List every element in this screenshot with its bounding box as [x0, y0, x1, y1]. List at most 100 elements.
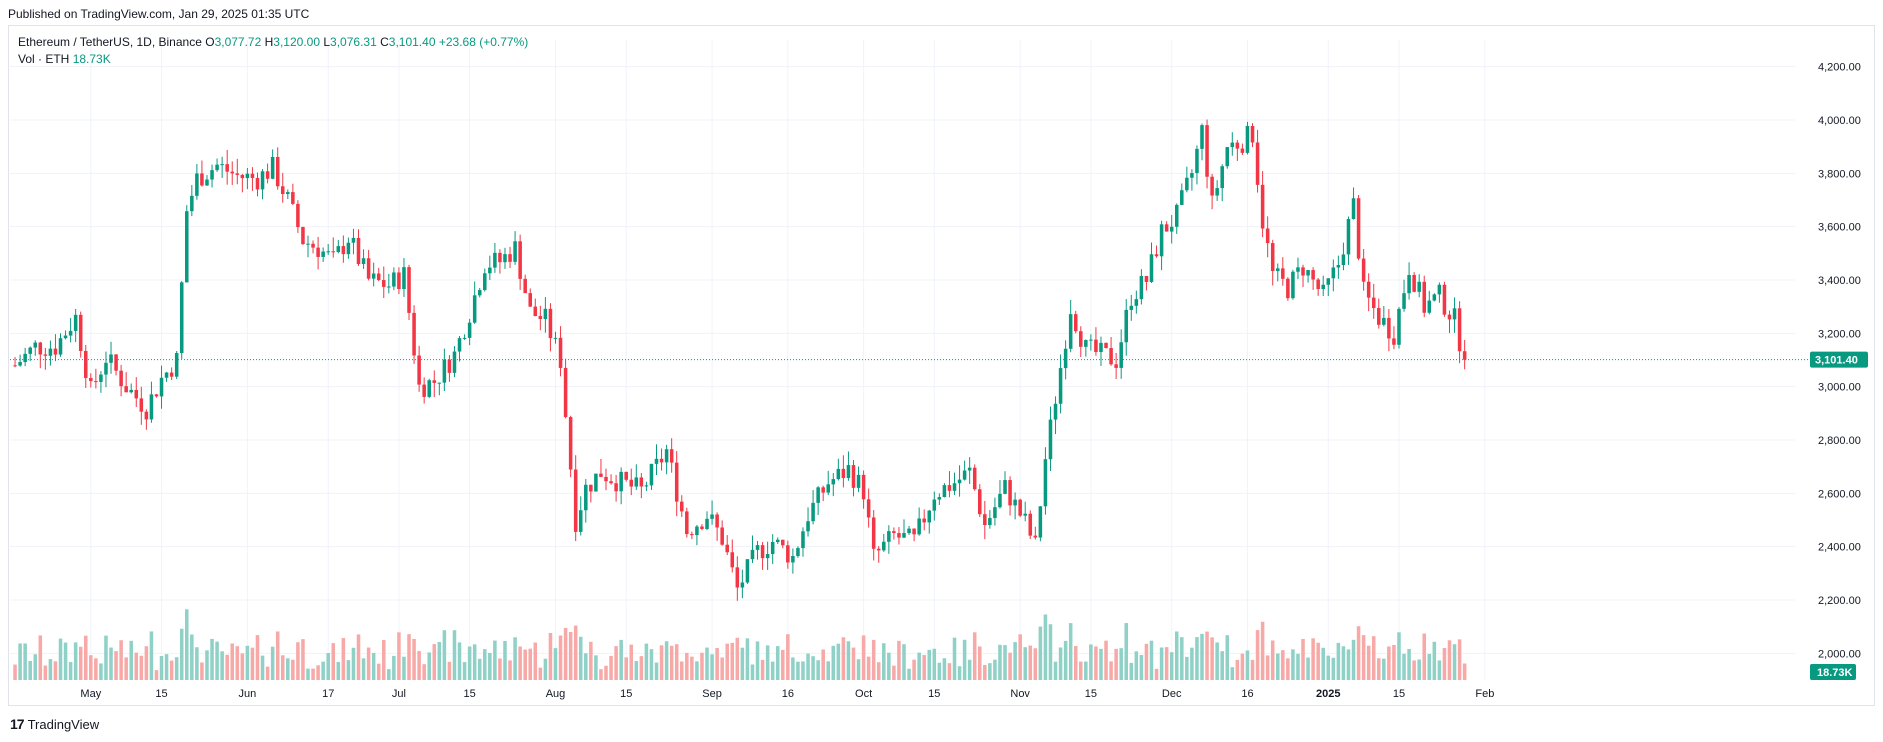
volume-bar: [296, 642, 300, 680]
volume-bar: [700, 652, 704, 680]
candle-body: [629, 479, 634, 487]
candle-body: [94, 381, 98, 383]
volume-bar: [1331, 657, 1336, 680]
volume-bar: [43, 665, 48, 680]
candle-body: [1296, 267, 1300, 272]
candle-body: [927, 510, 932, 523]
candle-body: [831, 479, 836, 485]
volume-label[interactable]: Vol · ETH: [18, 52, 70, 66]
candle-body: [548, 308, 553, 339]
candle-body: [1003, 480, 1007, 494]
candle-body: [1220, 166, 1224, 189]
candle-body: [1185, 177, 1189, 191]
candle-body: [1351, 198, 1356, 220]
candle-body: [796, 548, 800, 557]
candle-body: [730, 552, 735, 568]
candle-body: [775, 539, 780, 543]
volume-bar: [1275, 653, 1280, 680]
candle-body: [316, 247, 320, 257]
volume-bar: [1114, 648, 1118, 680]
candle-body: [1190, 173, 1194, 178]
volume-bar: [528, 648, 533, 680]
candle-body: [169, 372, 174, 377]
candle-body: [659, 458, 664, 463]
volume-bar: [791, 657, 795, 680]
volume-bar: [301, 639, 305, 680]
candle-body: [1392, 338, 1396, 345]
candle-body: [765, 554, 770, 559]
volume-bar: [902, 644, 906, 680]
volume-bar: [200, 662, 204, 680]
volume-bar: [841, 637, 846, 680]
close-value: 3,101.40: [388, 35, 436, 49]
ohlc-row: Ethereum / TetherUS, 1D, Binance O3,077.…: [18, 34, 528, 51]
published-text: Published on TradingView.com, Jan 29, 20…: [8, 7, 310, 21]
candle-body: [1139, 275, 1144, 300]
time-tick-label: Feb: [1475, 688, 1494, 700]
volume-bar: [33, 654, 38, 680]
volume-bar: [538, 667, 543, 680]
time-tick-label: 17: [322, 688, 334, 700]
volume-bar: [1225, 635, 1230, 680]
tradingview-footer[interactable]: 17 TradingView: [10, 716, 99, 732]
candle-body: [1265, 228, 1270, 244]
candle-body: [1407, 274, 1411, 294]
candle-body: [326, 251, 330, 253]
candle-body: [1447, 314, 1452, 320]
volume-bar: [750, 664, 755, 680]
volume-bar: [972, 632, 977, 680]
volume-bar: [1422, 633, 1427, 680]
candle-body: [558, 337, 563, 368]
candle-body: [1008, 480, 1012, 506]
chart-frame[interactable]: [8, 25, 1875, 706]
volume-bar: [897, 640, 901, 680]
candle-body: [1321, 284, 1325, 290]
candle-body: [952, 483, 957, 491]
time-tick-label: Jun: [239, 688, 257, 700]
volume-bar: [669, 645, 674, 680]
symbol-label[interactable]: Ethereum / TetherUS, 1D, Binance: [18, 35, 202, 49]
candle-body: [856, 474, 861, 488]
volume-bar: [447, 661, 452, 680]
candle-body: [861, 474, 866, 500]
volume-bar: [240, 653, 245, 680]
volume-bar: [806, 653, 810, 680]
candle-body: [690, 534, 694, 536]
candle-body: [432, 380, 437, 383]
volume-bar: [427, 652, 431, 680]
volume-bar: [28, 661, 32, 680]
volume-bar: [866, 656, 871, 680]
volume-bar: [1205, 631, 1209, 680]
volume-bar: [1084, 661, 1088, 680]
volume-bar: [1286, 658, 1290, 680]
time-tick-label: 15: [1085, 688, 1097, 700]
volume-bar: [1134, 651, 1139, 680]
volume-bar: [1104, 640, 1108, 680]
candle-body: [280, 186, 285, 195]
volume-bar: [109, 647, 113, 680]
candle-body: [644, 485, 649, 487]
candle-body: [851, 465, 856, 488]
candle-body: [836, 468, 841, 480]
candle-body: [33, 342, 38, 348]
volume-bar: [1306, 657, 1310, 680]
candle-body: [1109, 348, 1113, 365]
volume-bar: [1073, 646, 1078, 680]
candle-body: [422, 384, 426, 397]
volume-bar: [316, 665, 320, 680]
volume-bar: [210, 638, 214, 680]
candle-body: [1149, 254, 1154, 282]
candle-body: [664, 449, 669, 463]
volume-bar: [942, 658, 947, 680]
price-tick-label: 2,400.00: [1818, 542, 1861, 554]
candle-body: [983, 514, 987, 526]
volume-bar: [882, 643, 886, 680]
candle-body: [164, 372, 169, 378]
candle-body: [1195, 148, 1199, 174]
tradingview-brand: TradingView: [27, 716, 100, 732]
candle-body: [876, 548, 881, 551]
candle-body: [1331, 267, 1336, 279]
candle-body: [710, 514, 714, 519]
candle-body: [568, 417, 573, 470]
